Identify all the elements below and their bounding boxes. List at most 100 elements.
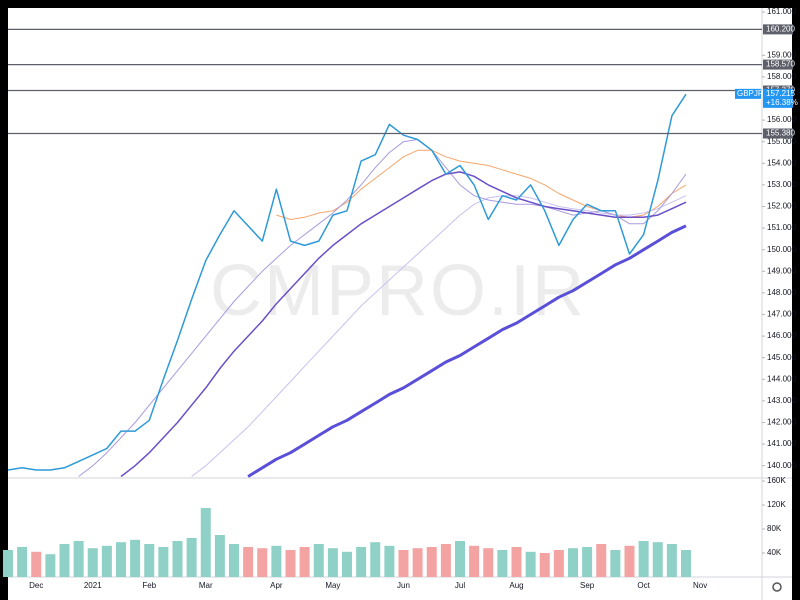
volume-bar <box>596 544 607 577</box>
volume-bar <box>652 542 663 577</box>
x-tick-label: Jun <box>397 581 410 590</box>
symbol-box <box>735 88 761 99</box>
level-label: 155.380 <box>766 129 795 138</box>
gear[interactable] <box>772 582 782 592</box>
x-tick-label: Oct <box>637 581 650 590</box>
volume-bar <box>582 547 593 577</box>
volume-bar <box>327 548 338 577</box>
volume-bar <box>130 539 141 577</box>
volume-bar <box>356 547 367 577</box>
volume-bar <box>426 547 437 577</box>
volume-bar <box>666 544 677 577</box>
volume-bar <box>384 545 395 577</box>
volume-bar <box>568 548 578 577</box>
y-tick-label: 40K <box>767 548 782 557</box>
y-tick-label: 140.000 <box>767 461 796 470</box>
volume-bar <box>440 544 451 577</box>
volume-bar <box>214 535 225 577</box>
volume-bar <box>73 541 84 577</box>
volume-bar <box>624 545 635 577</box>
volume-bar <box>412 548 423 577</box>
level-label: 160.200 <box>766 24 795 33</box>
y-tick-label: 153.000 <box>767 180 796 189</box>
volume-bar <box>455 541 465 577</box>
volume-bar <box>59 544 70 577</box>
volume-bar <box>483 548 494 577</box>
x-tick-label: Feb <box>142 581 156 590</box>
volume-bar <box>116 542 126 577</box>
y-tick-label: 160K <box>767 476 786 485</box>
x-tick-label: Nov <box>693 581 707 590</box>
settings-icon[interactable] <box>772 582 782 592</box>
volume-bar <box>681 550 691 577</box>
change-label: +16.38% <box>766 98 798 107</box>
volume-bar <box>87 548 98 577</box>
symbol-label: GBPJPY <box>737 89 769 98</box>
volume-bar <box>610 550 621 577</box>
volume-bar <box>299 547 310 577</box>
volume-bar <box>257 548 268 577</box>
x-tick-label: Apr <box>270 581 283 590</box>
y-tick-label: 120K <box>767 500 786 509</box>
x-tick-label: May <box>325 581 340 590</box>
y-tick-label: 161.000 <box>767 7 796 16</box>
price-line <box>191 195 687 477</box>
x-tick-label: Aug <box>509 581 523 590</box>
volume-bar <box>158 547 169 577</box>
y-tick-label: 159.000 <box>767 50 796 59</box>
y-tick-label: 143.000 <box>767 396 796 405</box>
volume-bar <box>469 545 480 577</box>
volume-bar <box>638 541 649 577</box>
x-tick-label: Mar <box>199 581 213 590</box>
y-tick-label: 146.000 <box>767 331 796 340</box>
volume-bar <box>17 547 28 577</box>
volume-bar <box>370 542 381 577</box>
volume-bar <box>539 553 550 577</box>
x-tick-label: Jul <box>455 581 465 590</box>
y-tick-label: 150.000 <box>767 245 796 254</box>
volume-bar <box>553 550 564 577</box>
y-tick-label: 149.000 <box>767 266 796 275</box>
volume-bar <box>186 538 197 577</box>
volume-bar <box>144 544 155 577</box>
y-tick-label: 142.000 <box>767 418 796 427</box>
y-tick-label: 156.000 <box>767 115 796 124</box>
y-tick-label: 155.000 <box>767 137 796 146</box>
volume-bar <box>229 544 239 577</box>
y-tick-label: 145.000 <box>767 353 796 362</box>
volume-bar <box>525 551 536 577</box>
volume-bar <box>313 544 324 577</box>
x-tick-label: 2021 <box>84 581 102 590</box>
level-label: 158.570 <box>766 60 795 69</box>
y-tick-label: 144.000 <box>767 374 796 383</box>
last-price-label: 157.215 <box>766 89 795 98</box>
price-line <box>7 93 687 471</box>
volume-bar <box>342 551 352 577</box>
volume-bar <box>101 545 112 577</box>
last-price-box <box>763 88 793 108</box>
chart-background <box>8 8 792 600</box>
volume-bar <box>271 545 282 577</box>
volume-bar <box>172 541 183 577</box>
volume-bar <box>497 550 508 577</box>
price-line <box>120 171 687 478</box>
volume-bar <box>200 508 211 577</box>
x-tick-label: Sep <box>580 581 595 590</box>
x-tick-label: Dec <box>29 581 43 590</box>
volume-bar <box>285 550 296 577</box>
volume-bar <box>398 550 409 577</box>
y-tick-label: 152.000 <box>767 202 796 211</box>
y-tick-label: 151.000 <box>767 223 796 232</box>
volume-bar <box>511 547 522 577</box>
watermark: CMPRO.IR <box>210 251 586 331</box>
y-tick-label: 147.000 <box>767 310 796 319</box>
volume-bar <box>45 554 56 577</box>
volume-bar <box>243 547 254 577</box>
y-tick-label: 80K <box>767 524 782 533</box>
level-label-box <box>763 24 793 35</box>
volume-bar <box>3 550 13 577</box>
y-tick-label: 148.000 <box>767 288 796 297</box>
level-label-box <box>763 59 793 70</box>
level-label-box <box>763 128 793 139</box>
